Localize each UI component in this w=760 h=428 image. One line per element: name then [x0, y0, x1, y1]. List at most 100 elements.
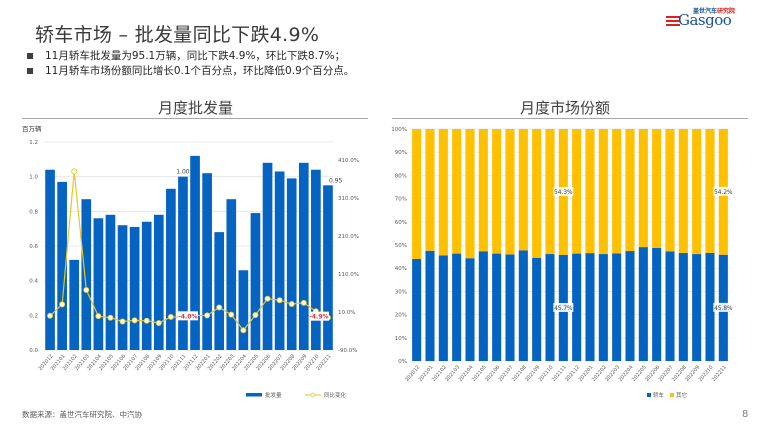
- line-point-yoy: [264, 295, 271, 302]
- bullet-square-icon: [27, 53, 33, 60]
- logo-stripe: [666, 24, 680, 26]
- line-point-yoy: [59, 301, 66, 308]
- line-point-yoy: [107, 314, 114, 321]
- bar-other-share: [492, 129, 502, 254]
- bar-data-label: 45.7%: [554, 306, 573, 312]
- bar-sedan-share: [478, 251, 488, 361]
- bar-wholesale: [93, 218, 104, 350]
- bar-other-share: [545, 129, 555, 255]
- bar-label-bg: [553, 302, 574, 312]
- bar-sedan-share: [412, 258, 422, 361]
- line-data-label: -4.9%: [309, 314, 328, 321]
- bar-other-share: [425, 129, 435, 251]
- y-tick-label: 10%: [395, 336, 407, 342]
- y-tick-label: 100%: [391, 127, 407, 133]
- bar-sedan-share: [585, 253, 595, 361]
- bar-label-bg: [713, 186, 734, 196]
- line-point-yoy: [119, 318, 126, 325]
- right-chart-title: 月度市场份额: [520, 99, 611, 117]
- line-point-yoy: [216, 304, 223, 311]
- page-title: 轿车市场 – 批发量同比下跌4.9%: [35, 24, 320, 46]
- y-tick-label: 60%: [395, 220, 407, 226]
- left-chart: 百万辆 0.0 0.2 0.4 0.6 0.8 1.0 1.2 -90.0% 10.0% 110.0…: [22, 124, 359, 399]
- right-chart-divider: [392, 118, 748, 119]
- y-tick-label: 70%: [395, 197, 407, 203]
- bar-data-label: 1.00: [176, 169, 190, 176]
- bar-wholesale: [153, 214, 164, 350]
- bar-sedan-share: [438, 255, 448, 361]
- summary-bullets: 11月轿车批发量为95.1万辆，同比下跌4.9%，环比下跌8.7%； 11月轿车…: [27, 49, 354, 78]
- bar-other-share: [532, 129, 542, 258]
- bar-wholesale: [57, 181, 67, 350]
- bullet-square-icon: [27, 67, 33, 74]
- bar-wholesale: [117, 225, 128, 350]
- y2-tick-label: 310.0%: [338, 196, 359, 202]
- logo-cn-prefix: 盖世汽车: [693, 8, 718, 15]
- logo-stripe: [666, 20, 680, 22]
- line-label-bg: [308, 311, 329, 321]
- bar-other-share: [585, 129, 595, 254]
- data-source: 数据来源：盖世汽车研究院、中汽协: [22, 410, 142, 419]
- bar-sedan-share: [705, 252, 715, 361]
- bullet-item: 11月轿车批发量为95.1万辆，同比下跌4.9%，环比下跌8.7%；: [27, 49, 354, 64]
- bar-other-share: [465, 129, 475, 259]
- bar-other-share: [518, 129, 528, 251]
- bar-label-bg: [713, 302, 734, 312]
- bar-sedan-share: [612, 253, 622, 361]
- bar-sedan-share: [452, 253, 462, 361]
- bar-sedan-share: [545, 254, 555, 361]
- bar-other-share: [452, 129, 462, 254]
- bar-wholesale: [250, 213, 261, 350]
- y2-tick-label: -90.0%: [338, 348, 357, 354]
- bar-sedan-share: [638, 247, 648, 361]
- bar-wholesale: [178, 176, 188, 350]
- line-point-yoy: [143, 317, 150, 324]
- bullet-text: 11月轿车市场份额同比增长0.1个百分点，环比降低0.9个百分点。: [45, 64, 355, 77]
- y-tick-label: 30%: [395, 289, 407, 295]
- line-point-yoy: [71, 168, 78, 175]
- bar-other-share: [598, 129, 608, 255]
- bar-other-share: [505, 129, 515, 255]
- y-tick-label: 1.2: [29, 140, 38, 146]
- bar-wholesale: [141, 221, 152, 350]
- left-chart-title: 月度批发量: [158, 99, 234, 117]
- logo-stripe: [666, 16, 680, 18]
- line-point-yoy: [228, 311, 235, 318]
- y-tick-label: 0.4: [29, 279, 38, 285]
- line-point-yoy: [95, 313, 102, 320]
- bar-other-share: [692, 129, 702, 255]
- y-tick-label: 20%: [395, 313, 407, 319]
- bar-other-share: [478, 129, 488, 252]
- y-axis-label: 百万辆: [22, 124, 42, 133]
- line-point-yoy: [83, 286, 90, 293]
- y-tick-label: 50%: [395, 243, 407, 249]
- line-point-yoy: [47, 312, 54, 319]
- y-tick-label: 0.6: [29, 244, 38, 250]
- bar-wholesale: [81, 199, 92, 350]
- line-point-yoy: [300, 299, 307, 306]
- right-chart: 0%10%20%30%40%50%60%70%80%90%100%2020122…: [391, 127, 734, 399]
- bar-data-label: 54.2%: [714, 190, 733, 196]
- bar-wholesale: [311, 169, 321, 350]
- bar-wholesale: [45, 169, 55, 350]
- bar-wholesale: [274, 171, 285, 350]
- legend-label-yoy: 同比变化: [324, 391, 347, 399]
- logo-cn-suffix: 研究院: [717, 8, 736, 15]
- bar-sedan-share: [625, 251, 635, 361]
- legend-swatch-sedan: [647, 393, 651, 397]
- bar-wholesale: [298, 162, 309, 350]
- bar-sedan-share: [692, 254, 702, 361]
- bar-sedan-share: [465, 258, 475, 361]
- bar-wholesale: [190, 155, 200, 350]
- bar-other-share: [625, 129, 635, 252]
- x-tick-label: 202211: [711, 364, 728, 382]
- bar-other-share: [438, 129, 448, 256]
- bar-sedan-share: [572, 253, 582, 361]
- bar-other-share: [612, 129, 622, 254]
- bar-wholesale: [238, 270, 249, 350]
- bar-data-label: 0.95: [329, 177, 343, 184]
- y-tick-label: 1.0: [29, 175, 38, 181]
- page-number: 8: [742, 409, 749, 420]
- bullet-text: 11月轿车批发量为95.1万辆，同比下跌4.9%，环比下跌8.7%；: [45, 50, 346, 62]
- line-point-yoy: [276, 297, 283, 304]
